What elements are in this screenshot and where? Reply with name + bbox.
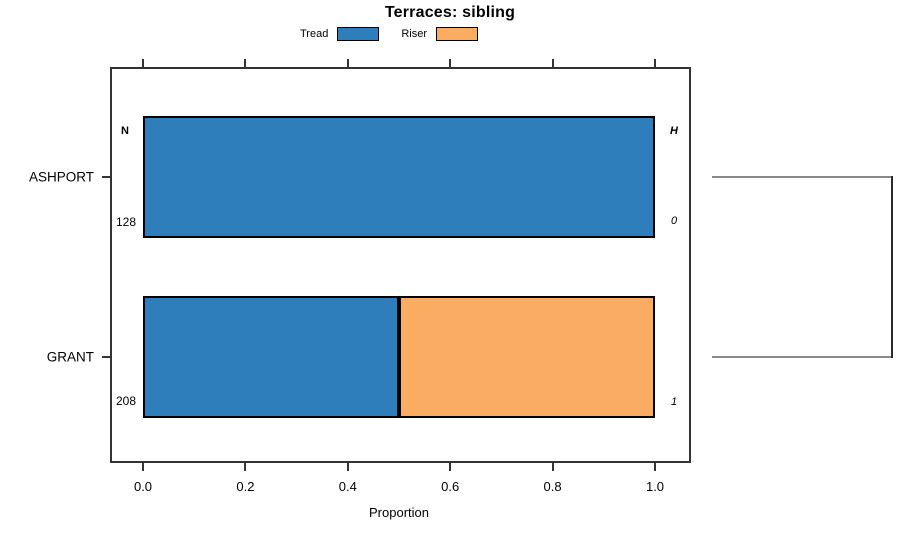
bar-grant-riser-segment: [399, 296, 655, 418]
bar-ashport: [143, 116, 655, 238]
legend-label-tread: Tread: [300, 28, 329, 40]
x-tick-bottom: [551, 463, 554, 471]
bracket-vertical-line: [891, 176, 893, 358]
bracket-top-line: [712, 176, 893, 178]
legend-label-riser: Riser: [401, 28, 427, 40]
legend-swatch-tread: [337, 27, 380, 41]
h-column-header: H: [670, 125, 678, 137]
x-tick-top: [654, 59, 656, 67]
x-tick-bottom: [449, 463, 452, 471]
grant-h-value: 1: [670, 396, 678, 408]
x-tick-label: 0.6: [441, 479, 460, 494]
x-tick-label: 0.0: [133, 479, 153, 494]
y-tick-grant: [102, 356, 110, 358]
y-tick-ashport: [102, 176, 110, 178]
legend-item-riser: Riser: [401, 27, 478, 41]
legend: Tread Riser: [300, 26, 500, 42]
x-tick-bottom: [142, 463, 144, 471]
ashport-n-value: 128: [115, 215, 137, 229]
x-tick-bottom: [244, 463, 247, 471]
x-tick-label: 0.2: [236, 479, 255, 494]
bracket-bottom-line: [712, 356, 893, 358]
bar-grant: [143, 296, 655, 418]
x-tick-bottom: [654, 463, 656, 471]
x-tick-top: [142, 59, 144, 67]
legend-swatch-riser: [436, 27, 478, 41]
x-tick-top: [346, 59, 349, 67]
n-column-header: N: [121, 125, 129, 137]
ashport-h-value: 0: [670, 215, 678, 227]
bar-ashport-tread-segment: [143, 116, 655, 238]
y-label-grant: GRANT: [46, 349, 94, 365]
x-tick-bottom: [346, 463, 349, 471]
x-axis-title: Proportion: [369, 505, 429, 520]
x-tick-label: 1.0: [645, 479, 665, 494]
x-tick-top: [449, 59, 452, 67]
bar-grant-tread-segment: [143, 296, 399, 418]
x-tick-top: [551, 59, 554, 67]
y-label-ashport: ASHPORT: [28, 169, 94, 185]
x-tick-top: [244, 59, 247, 67]
chart-title: Terraces: sibling: [384, 4, 516, 21]
legend-item-tread: Tread: [300, 27, 380, 41]
x-axis: 0.0 0.2 0.4 0.6 0.8 1.0 Proportion: [134, 59, 664, 520]
grant-n-value: 208: [115, 394, 137, 408]
x-tick-label: 0.8: [543, 479, 562, 494]
x-tick-label: 0.4: [338, 479, 357, 494]
